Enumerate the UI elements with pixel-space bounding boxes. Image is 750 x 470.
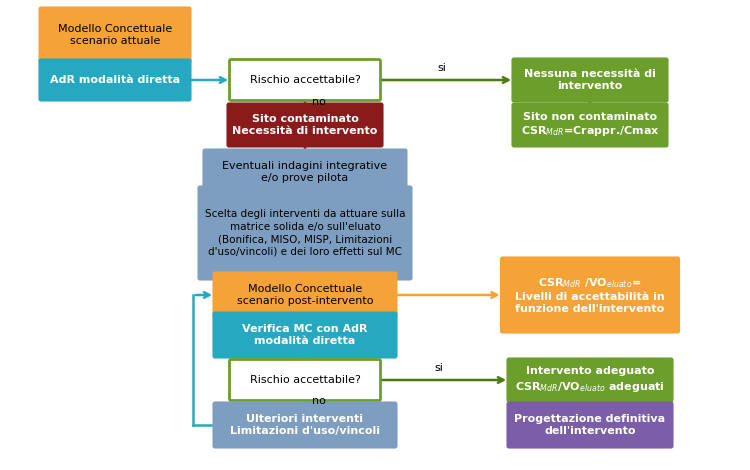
- Text: Nessuna necessità di
intervento: Nessuna necessità di intervento: [524, 69, 656, 91]
- Text: Modello Concettuale
scenario post-intervento: Modello Concettuale scenario post-interv…: [237, 284, 374, 306]
- Text: Modello Concettuale
scenario attuale: Modello Concettuale scenario attuale: [58, 24, 172, 46]
- FancyBboxPatch shape: [508, 402, 673, 447]
- Text: si: si: [434, 363, 443, 373]
- FancyBboxPatch shape: [199, 187, 412, 280]
- FancyBboxPatch shape: [501, 258, 679, 332]
- Text: no: no: [312, 397, 326, 407]
- Text: si: si: [437, 63, 446, 73]
- FancyBboxPatch shape: [230, 60, 380, 101]
- FancyBboxPatch shape: [214, 313, 397, 358]
- FancyBboxPatch shape: [512, 58, 668, 102]
- Text: Rischio accettabile?: Rischio accettabile?: [250, 75, 361, 85]
- Text: Sito contaminato
Necessità di intervento: Sito contaminato Necessità di intervento: [232, 114, 378, 136]
- FancyBboxPatch shape: [512, 103, 668, 147]
- FancyBboxPatch shape: [40, 60, 190, 101]
- Text: Sito non contaminato
CSR$_{MdR}$=Crappr./Cmax: Sito non contaminato CSR$_{MdR}$=Crappr.…: [520, 111, 659, 139]
- Text: Scelta degli interventi da attuare sulla
matrice solida e/o sull'eluato
(Bonific: Scelta degli interventi da attuare sulla…: [205, 210, 405, 257]
- FancyBboxPatch shape: [40, 8, 190, 63]
- Text: Intervento adeguato
CSR$_{MdR}$/VO$_{eluato}$ adeguati: Intervento adeguato CSR$_{MdR}$/VO$_{elu…: [515, 367, 664, 393]
- Text: Ulteriori interventi
Limitazioni d'uso/vincoli: Ulteriori interventi Limitazioni d'uso/v…: [230, 414, 380, 436]
- FancyBboxPatch shape: [214, 273, 397, 318]
- FancyBboxPatch shape: [230, 360, 380, 400]
- Text: Rischio accettabile?: Rischio accettabile?: [250, 375, 361, 385]
- Text: AdR modalità diretta: AdR modalità diretta: [50, 75, 180, 85]
- FancyBboxPatch shape: [203, 149, 406, 195]
- Text: no: no: [312, 97, 326, 107]
- FancyBboxPatch shape: [508, 359, 673, 401]
- Text: CSR$_{MdR}$ /VO$_{eluato}$=
Livelli di accettabilità in
funzione dell'intervento: CSR$_{MdR}$ /VO$_{eluato}$= Livelli di a…: [515, 276, 664, 314]
- Text: Verifica MC con AdR
modalità diretta: Verifica MC con AdR modalità diretta: [242, 324, 368, 346]
- FancyBboxPatch shape: [214, 402, 397, 447]
- FancyBboxPatch shape: [227, 103, 382, 147]
- Text: Progettazione definitiva
dell'intervento: Progettazione definitiva dell'intervento: [514, 414, 665, 436]
- Text: Eventuali indagini integrative
e/o prove pilota: Eventuali indagini integrative e/o prove…: [223, 161, 388, 183]
